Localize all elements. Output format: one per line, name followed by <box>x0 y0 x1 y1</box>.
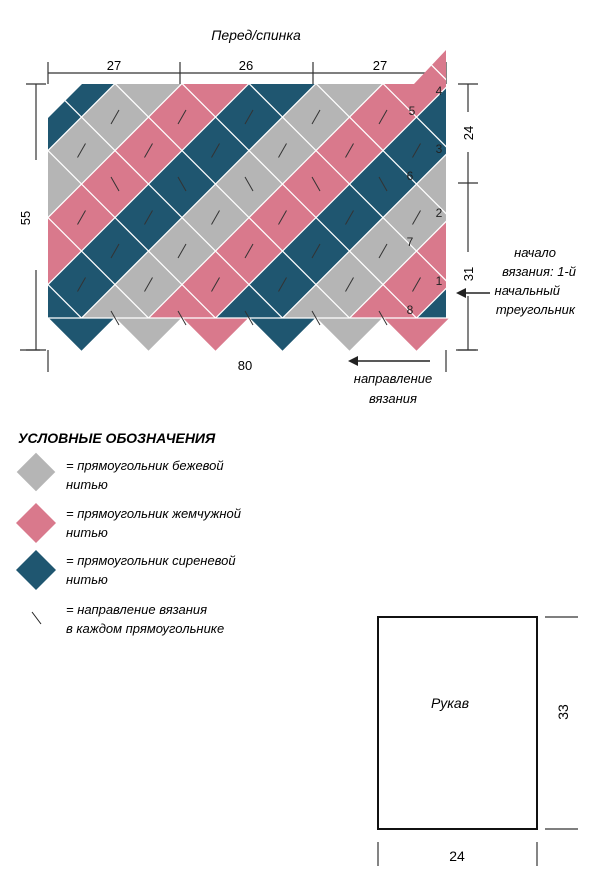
direction-arrow <box>177 109 187 125</box>
bottom-point <box>381 317 452 353</box>
direction-arrow <box>244 109 254 125</box>
direction-arrow <box>378 109 388 125</box>
svg-text:в каждом прямоугольнике: в каждом прямоугольнике <box>66 621 224 636</box>
triangle-number-2: 2 <box>436 206 443 220</box>
direction-arrow <box>144 277 153 292</box>
svg-text:начало: начало <box>514 245 556 260</box>
start-arrow-icon <box>456 288 490 298</box>
start-note: начало вязания: 1-й начальный треугольни… <box>495 245 576 317</box>
svg-text:= прямоугольник жемчужной: = прямоугольник жемчужной <box>66 506 241 521</box>
square-number-6: 6 <box>407 169 414 183</box>
direction-arrow <box>278 277 287 292</box>
direction-arrow <box>211 210 220 225</box>
direction-arrow-icon <box>348 356 430 366</box>
teal-diamond-icon <box>16 550 56 590</box>
triangle-number-4: 4 <box>436 84 443 98</box>
svg-text:треугольник: треугольник <box>496 302 576 317</box>
bottom-point <box>314 317 385 353</box>
direction-arrow <box>110 109 120 125</box>
dim-top-2: 26 <box>239 58 253 73</box>
sleeve-width: 24 <box>449 848 465 864</box>
bottom-point <box>46 317 117 353</box>
pattern-title: Перед/спинка <box>211 27 301 43</box>
direction-arrow <box>244 310 254 326</box>
legend-teal: = прямоугольник сиреневой нитью <box>16 550 236 590</box>
square-number-7: 7 <box>407 235 414 249</box>
direction-arrow <box>345 143 354 158</box>
sleeve-panel: Рукав <box>377 616 538 830</box>
svg-text:= прямоугольник сиреневой: = прямоугольник сиреневой <box>66 553 236 568</box>
direction-arrow <box>378 176 388 192</box>
pink-diamond-icon <box>16 503 56 543</box>
square-number-8: 8 <box>407 303 414 317</box>
bottom-point <box>113 317 184 353</box>
legend-direction: = направление вязания в каждом прямоугол… <box>31 602 224 636</box>
bottom-dimension <box>20 349 476 372</box>
triangle-number-3: 3 <box>436 142 443 156</box>
direction-arrow <box>177 310 187 326</box>
dim-top-3: 27 <box>373 58 387 73</box>
direction-arrow <box>77 277 86 292</box>
direction-arrow <box>278 143 287 158</box>
sleeve-label: Рукав <box>431 695 469 711</box>
dim-left: 55 <box>18 211 33 225</box>
square-number-5: 5 <box>409 104 416 118</box>
direction-arrow <box>211 143 220 158</box>
direction-arrow <box>311 310 321 326</box>
bottom-point <box>180 317 251 353</box>
tile <box>415 50 446 85</box>
direction-arrow <box>211 277 220 292</box>
direction-arrow <box>110 310 120 326</box>
direction-line-icon <box>31 611 42 625</box>
triangle-number-1: 1 <box>436 274 443 288</box>
legend-title: УСЛОВНЫЕ ОБОЗНАЧЕНИЯ <box>18 430 216 446</box>
legend-pink: = прямоугольник жемчужной нитью <box>16 503 241 543</box>
direction-arrow <box>110 176 120 192</box>
svg-text:= прямоугольник бежевой: = прямоугольник бежевой <box>66 458 224 473</box>
direction-arrow <box>244 243 254 259</box>
legend-gray: = прямоугольник бежевой нитью <box>15 451 224 493</box>
direction-arrow <box>278 210 287 225</box>
bottom-point <box>247 317 318 353</box>
direction-arrow <box>345 277 354 292</box>
svg-text:начальный: начальный <box>495 283 560 298</box>
svg-text:нитью: нитью <box>66 525 108 540</box>
direction-note: направление вязания <box>354 371 432 406</box>
svg-text:= направление вязания: = направление вязания <box>66 602 207 617</box>
direction-arrow <box>311 243 321 259</box>
direction-arrow <box>378 243 388 259</box>
direction-arrow <box>144 143 153 158</box>
direction-arrow <box>311 109 321 125</box>
sleeve-height-dimension <box>545 616 578 830</box>
direction-arrow <box>311 176 321 192</box>
direction-arrow <box>144 210 153 225</box>
sleeve-width-dimension <box>377 842 538 866</box>
svg-text:направление: направление <box>354 371 432 386</box>
dim-top-1: 27 <box>107 58 121 73</box>
direction-arrow <box>412 143 421 158</box>
dim-bottom: 80 <box>238 358 252 373</box>
direction-arrow <box>412 210 421 225</box>
direction-arrow <box>177 243 187 259</box>
direction-arrow <box>177 176 187 192</box>
direction-arrow <box>412 277 421 292</box>
svg-text:вязания: 1-й: вязания: 1-й <box>502 264 576 279</box>
sleeve-height: 33 <box>555 704 571 720</box>
dim-right-bottom: 31 <box>461 267 476 281</box>
svg-text:нитью: нитью <box>66 477 108 492</box>
direction-arrow <box>345 210 354 225</box>
svg-text:нитью: нитью <box>66 572 108 587</box>
direction-arrow <box>378 310 388 326</box>
direction-arrow <box>110 243 120 259</box>
gray-diamond-icon <box>15 451 57 493</box>
direction-arrow <box>77 143 86 158</box>
direction-arrow <box>77 210 86 225</box>
dim-right-top: 24 <box>461 126 476 140</box>
tile-numbers: 4 3 2 1 5 6 7 8 <box>407 84 443 317</box>
svg-text:вязания: вязания <box>369 391 417 406</box>
direction-arrow <box>244 176 254 192</box>
